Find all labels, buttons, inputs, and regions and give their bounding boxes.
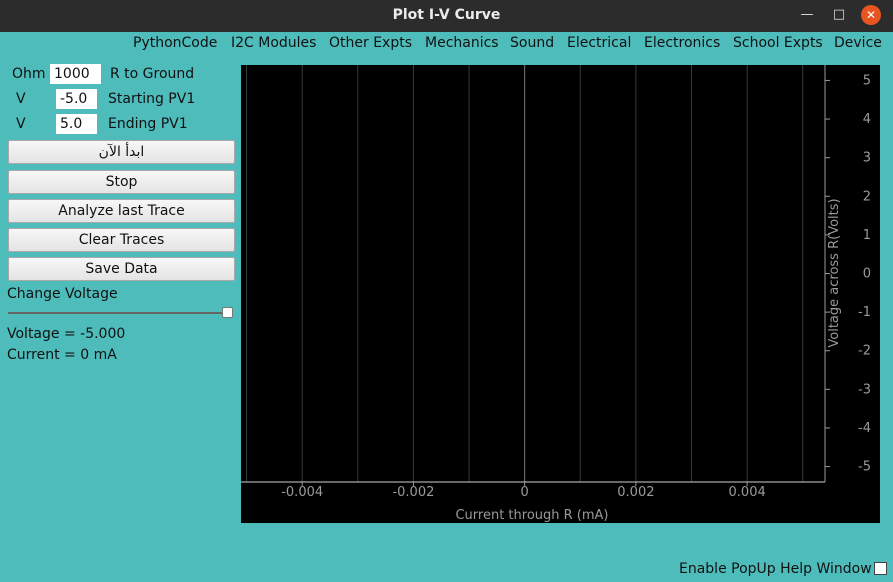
y-tick-label: 2 (863, 189, 871, 204)
menu-sound[interactable]: Sound (510, 35, 555, 51)
y-tick-label: 1 (863, 228, 871, 243)
menu-pythoncode[interactable]: PythonCode (133, 35, 218, 51)
x-tick-label: -0.002 (392, 485, 434, 500)
title-bar: Plot I-V Curve — □ ✕ (0, 0, 893, 32)
menu-electronics[interactable]: Electronics (644, 35, 721, 51)
current-readout: Current = 0 mA (7, 347, 117, 363)
maximize-icon[interactable]: □ (832, 7, 846, 22)
y-tick-label: -2 (858, 344, 871, 359)
end-voltage-input[interactable] (56, 114, 97, 134)
y-tick-label: -4 (858, 421, 871, 436)
close-icon[interactable]: ✕ (861, 5, 881, 25)
menu-mechanics[interactable]: Mechanics (425, 35, 499, 51)
minimize-icon[interactable]: — (800, 7, 814, 22)
x-axis-label: Current through R (mA) (455, 508, 608, 523)
menu-bar: PythonCode I2C Modules Other Expts Mecha… (0, 32, 893, 56)
x-tick-label: -0.004 (281, 485, 323, 500)
start-voltage-label: Starting PV1 (108, 91, 196, 107)
start-voltage-input[interactable] (56, 89, 97, 109)
popup-help-checkbox[interactable] (874, 562, 887, 575)
stop-button[interactable]: Stop (8, 170, 235, 194)
start-button[interactable]: ابدأ الآن (8, 140, 235, 164)
resistor-label: R to Ground (110, 66, 195, 82)
y-axis-label: Voltage across R(Volts) (827, 198, 842, 347)
y-tick-label: -3 (858, 382, 871, 397)
resistor-unit-label: Ohm (12, 66, 46, 82)
save-data-button[interactable]: Save Data (8, 257, 235, 281)
analyze-button[interactable]: Analyze last Trace (8, 199, 235, 223)
y-tick-label: 0 (863, 267, 871, 282)
y-tick-label: -5 (858, 460, 871, 475)
window-title: Plot I-V Curve (392, 7, 501, 23)
voltage-slider-track[interactable] (8, 312, 230, 314)
menu-other-expts[interactable]: Other Expts (329, 35, 413, 51)
voltage-readout: Voltage = -5.000 (7, 326, 126, 342)
y-tick-label: -1 (858, 305, 871, 320)
voltage-slider-handle[interactable] (222, 307, 233, 318)
slider-label: Change Voltage (7, 286, 118, 302)
menu-device[interactable]: Device (834, 35, 882, 51)
y-tick-label: 3 (863, 151, 871, 166)
y-tick-label: 4 (863, 112, 871, 127)
resistor-input[interactable] (50, 64, 101, 84)
x-tick-label: 0.002 (617, 485, 654, 500)
menu-electrical[interactable]: Electrical (567, 35, 632, 51)
menu-school-expts[interactable]: School Expts (733, 35, 823, 51)
clear-traces-button[interactable]: Clear Traces (8, 228, 235, 252)
end-voltage-label: Ending PV1 (108, 116, 188, 132)
menu-i2c-modules[interactable]: I2C Modules (231, 35, 317, 51)
iv-plot[interactable]: -0.004 -0.002 0 0.002 0.004 5 4 3 2 1 0 -1 -2 -3 -4 -5 C… (241, 65, 880, 523)
y-tick-label: 5 (863, 73, 871, 88)
iv-chart: -0.004 -0.002 0 0.002 0.004 5 4 3 2 1 0 -1 -2 -3 -4 -5 C… (241, 65, 871, 523)
start-unit-label: V (16, 91, 26, 107)
popup-help-label: Enable PopUp Help Window (679, 561, 872, 577)
end-unit-label: V (16, 116, 26, 132)
x-tick-label: 0 (521, 485, 529, 500)
x-tick-label: 0.004 (729, 485, 766, 500)
